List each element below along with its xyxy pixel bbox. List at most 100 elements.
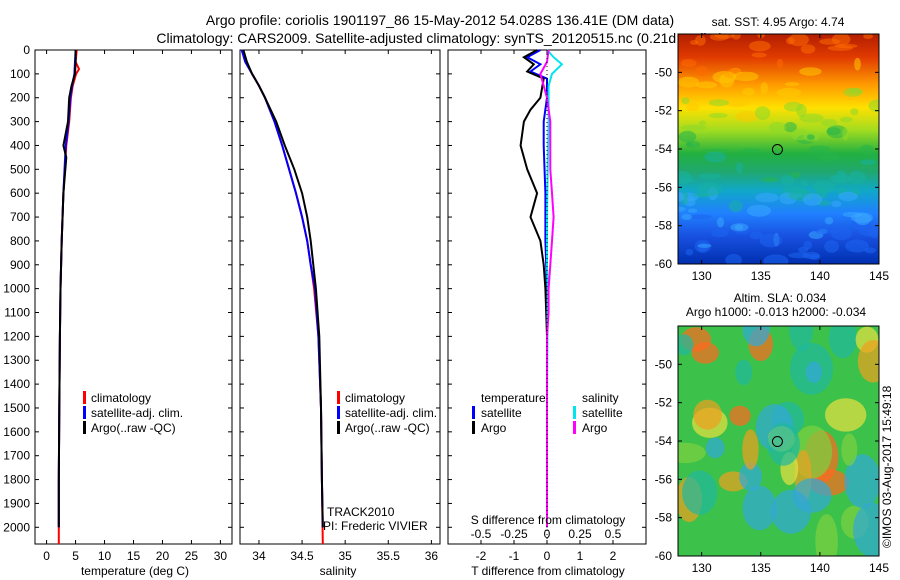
- sla-patch: [767, 422, 800, 466]
- sst-patch: [678, 130, 697, 143]
- sla-map-axes: -50 -52 -54 -56 -58 -60 130 135 140 145: [655, 326, 889, 575]
- map-y-tick-label: -50: [655, 65, 673, 79]
- sst-patch: [863, 34, 873, 39]
- sla-patch: [857, 340, 879, 383]
- x-tick-label: -1: [509, 549, 520, 563]
- x-tick-label: 5: [72, 549, 79, 563]
- legend-label-climatology: climatology: [91, 391, 151, 405]
- sst-patch: [845, 239, 869, 253]
- sst-patch: [783, 122, 797, 133]
- sla-patch: [742, 326, 770, 347]
- sst-map-title: sat. SST: 4.95 Argo: 4.74: [712, 15, 845, 29]
- x-tick-label: 0: [43, 549, 50, 563]
- temperature-axes-box: [34, 49, 233, 545]
- y-tick-label: 700: [10, 210, 30, 224]
- sst-patch: [709, 34, 729, 41]
- map-y-tick-label: -56: [655, 180, 673, 194]
- sst-patch: [680, 124, 707, 131]
- x-tick-label: 1: [577, 549, 584, 563]
- argo-location-marker: [771, 144, 783, 156]
- sla-patch: [682, 470, 718, 515]
- sst-patch: [818, 151, 840, 162]
- legend-heading-salinity: salinity: [582, 391, 619, 405]
- y-tick-label: 1000: [3, 282, 30, 296]
- sst-patch: [725, 253, 742, 264]
- sst-patch: [859, 144, 874, 156]
- map-x-tick-label: 135: [751, 561, 771, 575]
- legend-label-argo: Argo(..raw -QC): [91, 421, 176, 435]
- salinity-axes-box: [239, 49, 441, 545]
- legend-label-satellite: satellite-adj. clim.: [345, 406, 437, 420]
- sst-patch: [776, 87, 802, 98]
- sst-patch: [788, 252, 811, 259]
- map-y-tick-label: -56: [655, 472, 673, 486]
- sst-patch: [800, 179, 808, 187]
- y-tick-label: 200: [10, 91, 30, 105]
- sst-patch: [678, 206, 686, 212]
- sst-patch: [724, 97, 750, 108]
- sst-patch: [728, 200, 743, 213]
- sst-patch: [678, 191, 684, 202]
- annotation-pi: PI: Frederic VIVIER: [323, 519, 428, 533]
- sst-patch: [830, 226, 853, 241]
- x-tick-label: -2: [476, 549, 487, 563]
- map-x-tick-label: 145: [869, 561, 889, 575]
- sst-patch: [716, 217, 725, 228]
- sst-patch: [840, 116, 853, 123]
- sst-patch: [695, 81, 718, 89]
- map-y-tick-label: -52: [655, 104, 673, 118]
- legend-swatch-s-argo: [573, 421, 576, 434]
- sst-patch: [712, 71, 737, 84]
- map-x-tick-label: 130: [692, 561, 712, 575]
- difference-panel: -2 -1 0 1 2 S difference from climatology -0…: [447, 49, 647, 578]
- sla-patch: [735, 359, 753, 386]
- x-tick-label: 35.5: [377, 549, 401, 563]
- sst-patch: [868, 99, 879, 113]
- sla-patch: [825, 398, 867, 432]
- sst-patch: [860, 159, 876, 166]
- legend-swatch-satellite: [337, 406, 340, 419]
- sst-patch: [708, 112, 728, 119]
- sst-patch: [697, 182, 722, 197]
- sst-patch: [761, 176, 779, 183]
- sla-patch: [828, 326, 858, 359]
- map-y-tick-label: -60: [655, 549, 673, 563]
- map-y-tick-label: -50: [655, 357, 673, 371]
- sst-patch: [680, 59, 697, 67]
- sst-patch: [695, 35, 706, 46]
- sst-patch: [681, 214, 692, 220]
- sla-map-title-1: Altim. SLA: 0.034: [734, 291, 827, 305]
- legend-swatch-satellite: [83, 406, 86, 419]
- x-tick-label: 15: [127, 549, 141, 563]
- sst-patch: [842, 127, 849, 141]
- series-line-s-satellite: [546, 49, 564, 528]
- sst-patch: [831, 200, 842, 207]
- sla-patch: [705, 437, 725, 459]
- legend-swatch-climatology: [337, 391, 340, 404]
- y-tick-label: 2000: [3, 520, 30, 534]
- sla-patch: [678, 334, 694, 356]
- map-y-tick-label: -52: [655, 396, 673, 410]
- sst-patch: [800, 44, 816, 54]
- sst-patch: [824, 240, 839, 253]
- x-tick-label: 34: [252, 549, 266, 563]
- map-y-tick-label: -54: [655, 434, 673, 448]
- map-x-tick-label: 140: [810, 269, 830, 283]
- salinity-x-axis: 34 34.5 35 35.5 36: [252, 50, 438, 563]
- sst-patch: [868, 226, 879, 239]
- series-line-s-argo: [539, 49, 555, 528]
- sst-patch: [755, 106, 771, 120]
- sla-map-title-2: Argo h1000: -0.013 h2000: -0.034: [686, 305, 866, 319]
- y-tick-label: 900: [10, 258, 30, 272]
- sst-patch: [759, 233, 783, 248]
- x-tick-label: 20: [156, 549, 170, 563]
- sst-patch: [798, 246, 809, 253]
- sla-map: Altim. SLA: 0.034 Argo h1000: -0.013 h20…: [655, 291, 894, 575]
- legend-swatch-argo: [83, 421, 86, 434]
- sst-patch: [763, 254, 789, 264]
- map-y-tick-label: -58: [655, 511, 673, 525]
- legend-swatch-t-satellite: [472, 406, 475, 419]
- sst-patch: [814, 227, 832, 235]
- x-tick-label: 10: [98, 549, 112, 563]
- sst-patch: [749, 231, 763, 240]
